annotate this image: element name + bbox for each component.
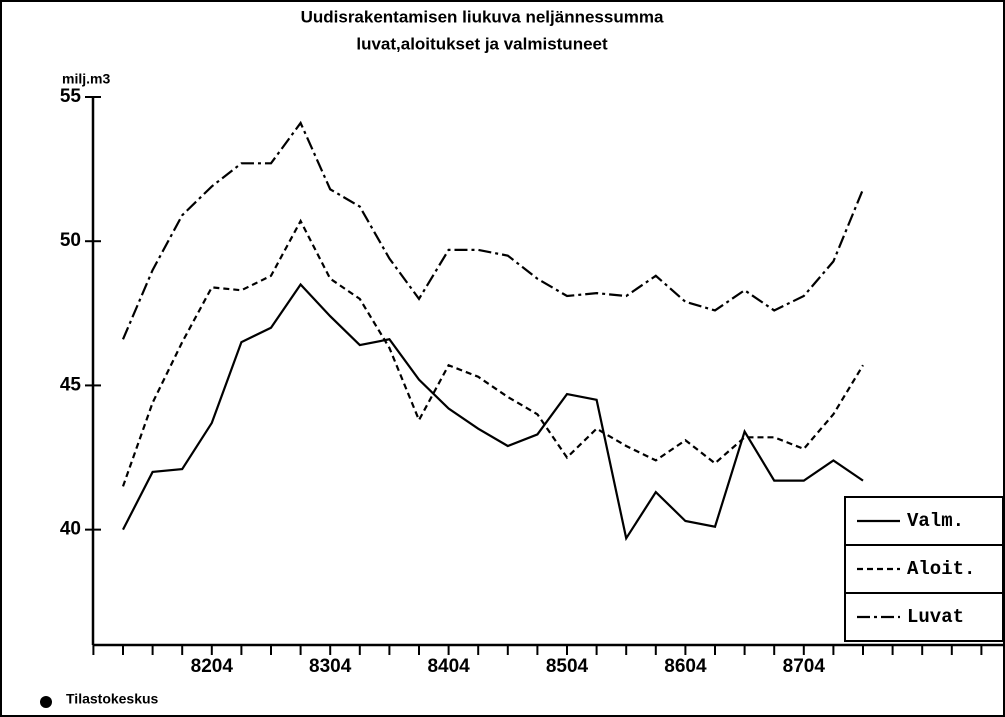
legend-label: Valm. [907,510,964,532]
x-tick-label: 8404 [427,656,470,677]
x-tick-label: 8704 [783,656,826,677]
chart-subtitle: luvat,aloitukset ja valmistuneet [356,34,608,53]
y-tick-label: 55 [60,86,82,107]
x-tick-label: 8304 [309,656,352,677]
x-tick-label: 8604 [664,656,707,677]
y-tick-label: 45 [60,374,82,395]
legend-label: Luvat [907,606,964,628]
x-tick-label: 8504 [546,656,589,677]
series-line [121,218,864,487]
source-dot [40,696,52,708]
series-line [121,120,865,340]
chart-title: Uudisrakentamisen liukuva neljännessumma [301,7,664,26]
series-line [122,282,864,542]
source: Tilastokeskus [66,691,159,707]
legend-label: Aloit. [907,558,975,580]
y-tick-label: 40 [60,519,81,540]
y-axis-label: milj.m3 [62,71,110,87]
y-tick-label: 50 [60,230,81,251]
x-tick-label: 8204 [191,656,234,677]
